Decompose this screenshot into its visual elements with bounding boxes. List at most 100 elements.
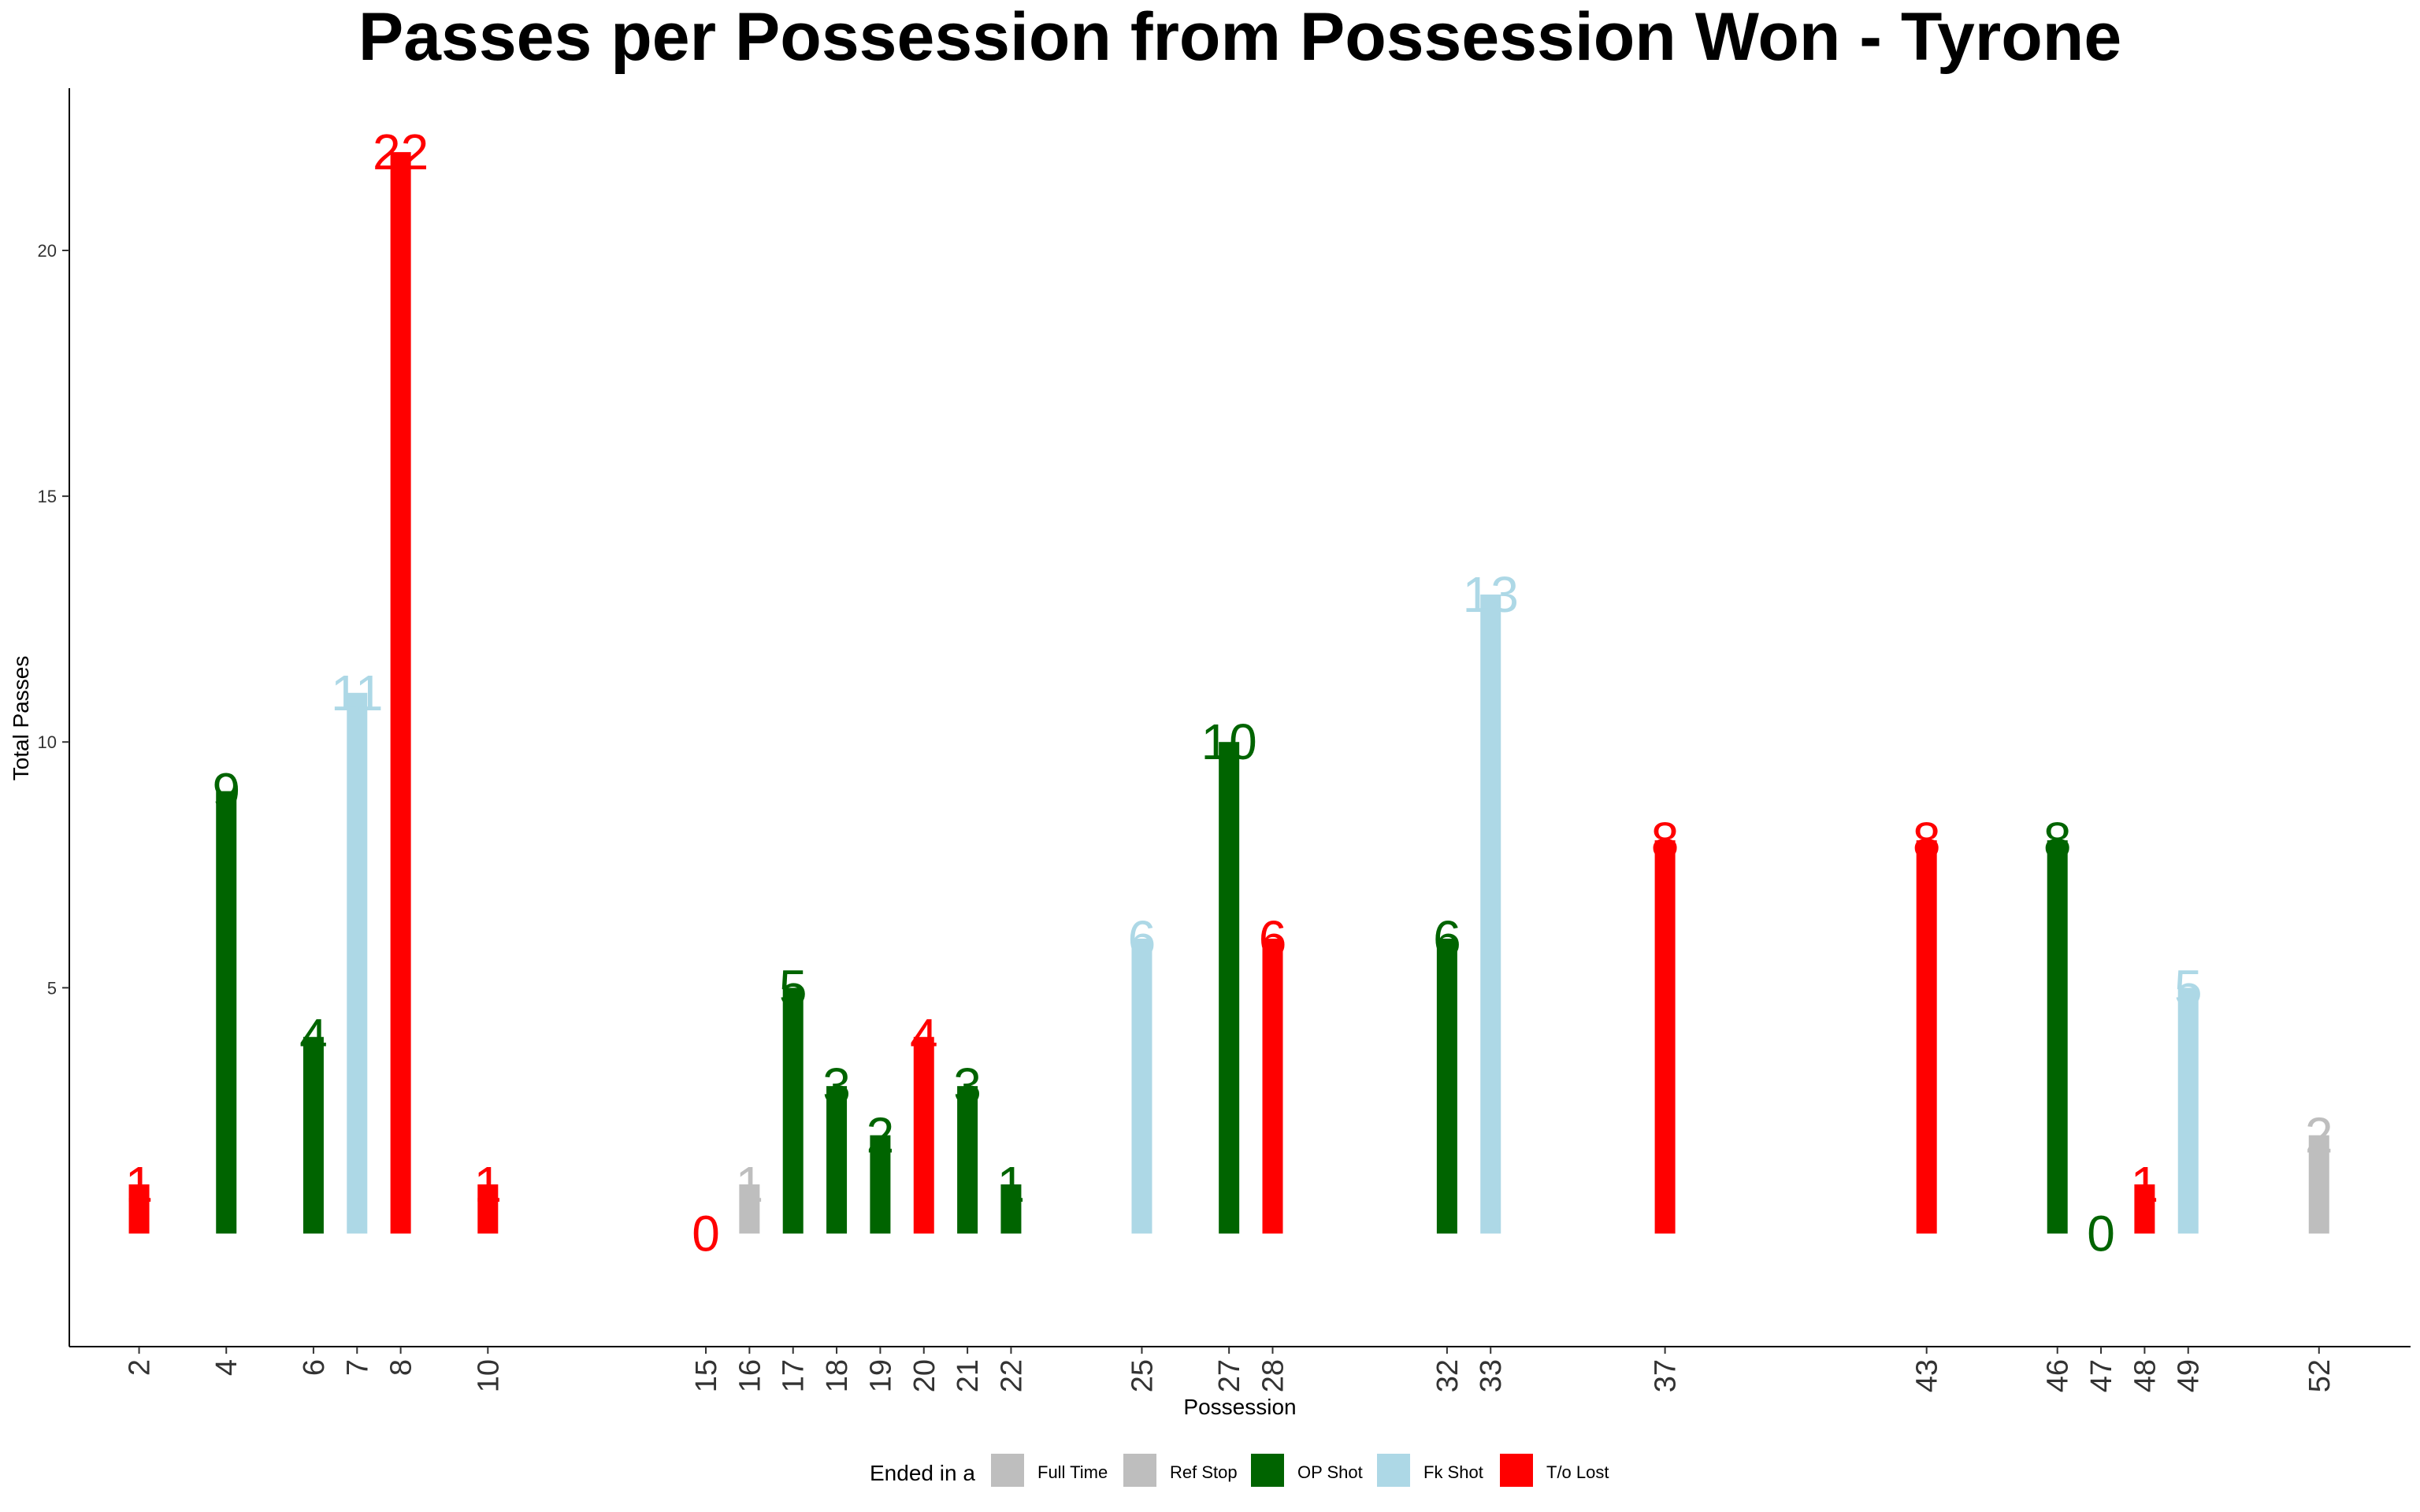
bar-49 (2177, 988, 2199, 1234)
legend-title: Ended in a (870, 1461, 975, 1485)
chart-title: Passes per Possession from Possession Wo… (358, 0, 2121, 75)
bar-label-19: 2 (867, 1107, 895, 1164)
y-tick-label: 5 (47, 978, 57, 998)
bar-43 (1916, 840, 1937, 1234)
bar-label-20: 4 (910, 1009, 938, 1065)
bar-52 (2308, 1135, 2329, 1234)
x-tick-label-25: 25 (1126, 1359, 1159, 1392)
bar-label-25: 6 (1128, 910, 1156, 967)
x-tick-label-6: 6 (298, 1359, 331, 1376)
bar-4 (216, 791, 237, 1234)
legend-swatch-full_time (991, 1454, 1024, 1487)
bar-label-10: 1 (474, 1156, 503, 1213)
bar-label-8: 22 (373, 124, 429, 180)
bar-label-2: 1 (125, 1156, 154, 1213)
legend-swatch-fk_shot (1377, 1454, 1410, 1487)
y-axis-title: Total Passes (9, 656, 33, 781)
x-axis-title: Possession (1183, 1395, 1296, 1419)
bar-27 (1219, 742, 1240, 1234)
bar-25 (1131, 938, 1152, 1234)
bar-17 (782, 988, 804, 1234)
x-tick-label-27: 27 (1213, 1359, 1246, 1392)
x-tick-label-33: 33 (1475, 1359, 1508, 1392)
legend-label-fk_shot: Fk Shot (1423, 1462, 1483, 1482)
bar-6 (302, 1036, 324, 1234)
bar-21 (957, 1086, 978, 1234)
bar-label-48: 1 (2131, 1156, 2159, 1213)
bar-7 (347, 692, 368, 1234)
bar-18 (826, 1086, 848, 1234)
legend-swatch-ref_stop (1123, 1454, 1156, 1487)
bar-8 (390, 152, 411, 1234)
x-tick-label-8: 8 (385, 1359, 418, 1376)
x-tick-label-37: 37 (1650, 1359, 1683, 1392)
bar-label-21: 3 (953, 1058, 982, 1114)
bar-label-52: 2 (2305, 1107, 2333, 1164)
y-tick-label: 20 (38, 241, 57, 261)
x-tick-label-18: 18 (821, 1359, 854, 1392)
x-ticks: 2 4 6 7 8 10 15 16 17 18 19 20 21 22 25 27 28 32 33 37 43 46 4… (124, 1347, 2336, 1392)
bar-label-7: 11 (331, 665, 383, 721)
x-tick-label-47: 47 (2085, 1359, 2118, 1392)
bar-label-18: 3 (822, 1058, 851, 1114)
y-tick-label: 15 (38, 487, 57, 506)
legend: Ended in a Full Time Ref Stop OP Shot Fk Sh… (870, 1454, 1609, 1487)
y-ticks: 5 10 15 20 (38, 241, 69, 998)
x-tick-label-20: 20 (908, 1359, 941, 1392)
legend-swatch-op_shot (1251, 1454, 1284, 1487)
bar-19 (870, 1135, 891, 1234)
legend-swatch-to_lost (1500, 1454, 1533, 1487)
x-tick-label-52: 52 (2303, 1359, 2336, 1392)
legend-label-op_shot: OP Shot (1297, 1462, 1363, 1482)
bar-label-28: 6 (1259, 910, 1287, 967)
bar-label-43: 8 (1913, 812, 1941, 869)
bar-label-49: 5 (2174, 959, 2203, 1016)
bar-32 (1436, 938, 1457, 1234)
bar-label-15: 0 (692, 1205, 720, 1262)
legend-label-to_lost: T/o Lost (1546, 1462, 1609, 1482)
legend-label-ref_stop: Ref Stop (1170, 1462, 1238, 1482)
x-tick-label-16: 16 (733, 1359, 766, 1392)
bar-label-6: 4 (299, 1009, 328, 1065)
bar-28 (1262, 938, 1283, 1234)
bar-label-37: 8 (1651, 812, 1680, 869)
x-tick-label-15: 15 (690, 1359, 723, 1392)
bar-16 (739, 1184, 760, 1234)
bars (128, 152, 2329, 1234)
x-tick-label-46: 46 (2042, 1359, 2075, 1392)
x-tick-label-49: 49 (2173, 1359, 2206, 1392)
bar-label-17: 5 (779, 959, 807, 1016)
x-tick-label-28: 28 (1257, 1359, 1290, 1392)
x-tick-label-7: 7 (341, 1359, 374, 1376)
bar-37 (1654, 840, 1676, 1234)
bar-label-33: 13 (1463, 566, 1519, 623)
bar-label-16: 1 (736, 1156, 764, 1213)
x-tick-label-22: 22 (995, 1359, 1028, 1392)
bar-22 (1000, 1184, 1022, 1234)
bar-label-47: 0 (2087, 1205, 2115, 1262)
bar-33 (1480, 594, 1501, 1234)
axes (69, 88, 2411, 1347)
x-tick-label-2: 2 (124, 1359, 157, 1376)
legend-label-full_time: Full Time (1037, 1462, 1108, 1482)
legend-items: Full Time Ref Stop OP Shot Fk Shot T/o Lost (991, 1454, 1609, 1487)
bar-48 (2134, 1184, 2155, 1234)
x-tick-label-4: 4 (210, 1359, 243, 1376)
x-tick-label-43: 43 (1911, 1359, 1944, 1392)
bar-10 (477, 1184, 499, 1234)
bar-46 (2047, 840, 2068, 1234)
bar-label-22: 1 (997, 1156, 1026, 1213)
bar-label-32: 6 (1433, 910, 1461, 967)
x-tick-label-21: 21 (952, 1359, 985, 1392)
bar-label-27: 10 (1201, 713, 1257, 770)
bar-label-4: 9 (212, 763, 240, 820)
x-tick-label-10: 10 (472, 1359, 505, 1392)
x-tick-label-48: 48 (2129, 1359, 2162, 1392)
x-tick-label-32: 32 (1431, 1359, 1464, 1392)
x-tick-label-17: 17 (778, 1359, 811, 1392)
bar-20 (913, 1036, 934, 1234)
bar-2 (128, 1184, 150, 1234)
